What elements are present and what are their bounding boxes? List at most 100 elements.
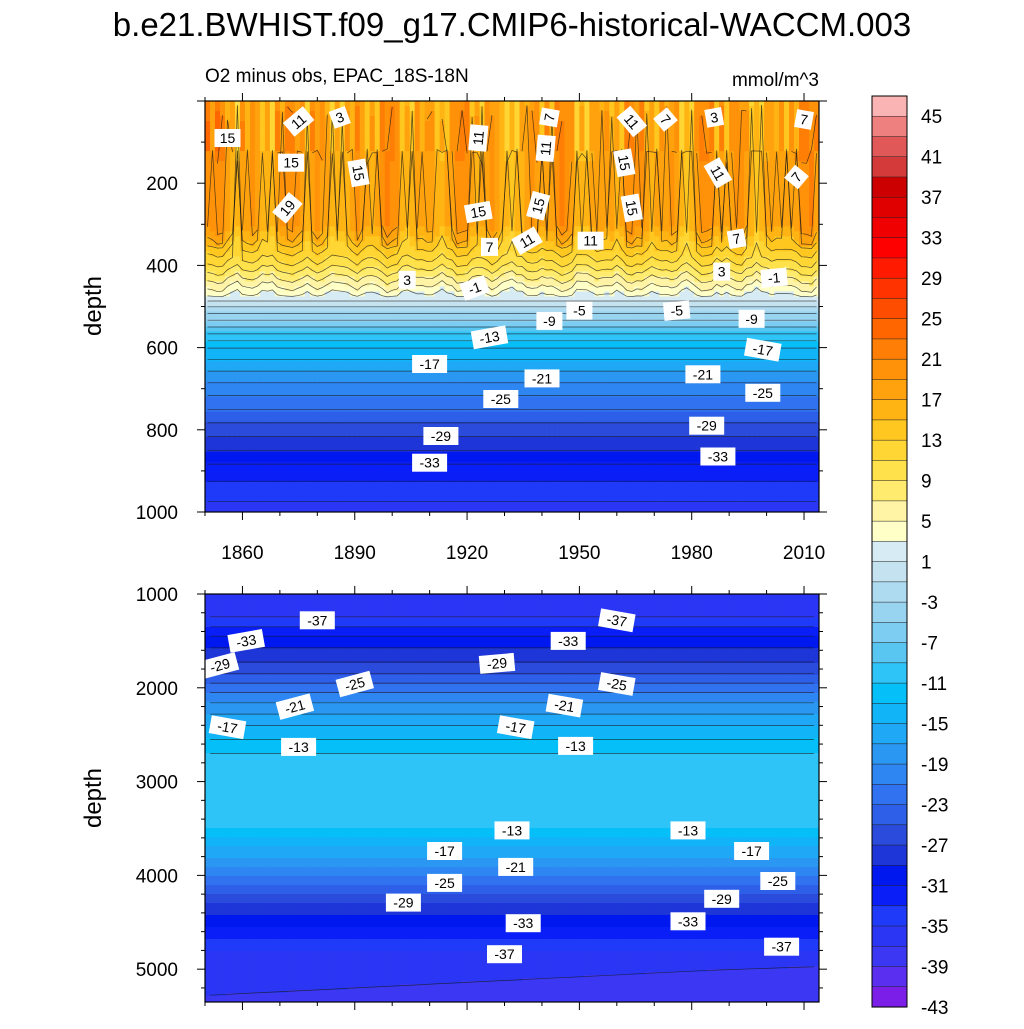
contour-cell: [669, 291, 675, 298]
contour-cell: [444, 226, 451, 232]
contour-cell: [574, 136, 580, 142]
contour-cell: [274, 146, 281, 152]
contour-cell: [209, 231, 216, 237]
contour-cell: [434, 206, 441, 212]
contour-cell: [524, 221, 531, 227]
contour-cell: [344, 131, 351, 137]
contour-cell: [464, 176, 471, 182]
contour-cell: [329, 146, 336, 152]
contour-cell: [729, 186, 735, 192]
contour-cell: [774, 196, 780, 202]
contour-cell: [674, 121, 680, 127]
contour-cell: [504, 166, 511, 172]
contour-cell: [384, 241, 391, 247]
contour-cell: [744, 191, 750, 197]
contour-cell: [489, 221, 496, 227]
contour-cell: [584, 131, 590, 137]
contour-cell: [674, 281, 680, 288]
contour-cell: [664, 266, 670, 273]
contour-cell: [479, 196, 486, 202]
contour-cell: [464, 251, 471, 257]
contour-cell: [574, 166, 580, 172]
contour-cell: [219, 176, 226, 182]
contour-cell: [809, 216, 815, 222]
contour-cell: [264, 166, 271, 172]
contour-cell: [569, 116, 575, 122]
contour-cell: [424, 271, 431, 278]
contour-cell: [389, 276, 396, 283]
contour-cell: [614, 116, 620, 122]
contour-cell: [504, 256, 511, 262]
contour-cell: [294, 211, 301, 217]
contour-cell: [369, 146, 376, 152]
contour-cell: [219, 146, 226, 152]
contour-cell: [319, 126, 326, 132]
contour-cell: [234, 206, 241, 212]
contour-cell: [579, 156, 585, 162]
contour-cell: [524, 201, 531, 207]
contour-cell: [489, 271, 496, 278]
contour-cell: [264, 261, 271, 267]
contour-cell: [339, 291, 346, 298]
contour-cell: [319, 266, 326, 273]
contour-cell: [574, 291, 580, 298]
contour-cell: [679, 181, 685, 187]
contour-cell: [439, 106, 446, 112]
contour-cell: [759, 101, 765, 107]
contour-cell: [339, 251, 346, 257]
contour-cell: [359, 131, 366, 137]
contour-cell: [714, 256, 720, 262]
contour-cell: [319, 251, 326, 257]
contour-cell: [644, 271, 650, 278]
contour-cell: [754, 121, 760, 127]
contour-cell: [444, 131, 451, 137]
contour-cell: [519, 186, 526, 192]
contour-cell: [634, 136, 640, 142]
contour-cell: [444, 106, 451, 112]
contour-cell: [739, 256, 745, 262]
contour-cell: [649, 261, 655, 267]
contour-cell: [719, 296, 725, 303]
contour-cell: [369, 176, 376, 182]
contour-cell: [534, 291, 541, 298]
contour-cell: [454, 191, 461, 197]
contour-cell: [514, 126, 521, 132]
contour-cell: [704, 171, 710, 177]
contour-cell: [499, 151, 506, 157]
contour-cell: [419, 116, 426, 122]
contour-cell: [689, 166, 695, 172]
contour-cell: [524, 266, 531, 273]
contour-cell: [704, 186, 710, 192]
contour-cell: [804, 276, 810, 283]
contour-cell: [644, 186, 650, 192]
contour-cell: [544, 276, 551, 283]
contour-cell: [354, 106, 361, 112]
contour-cell: [739, 271, 745, 278]
contour-cell: [449, 271, 456, 278]
contour-cell: [749, 126, 755, 132]
contour-cell: [599, 206, 605, 212]
contour-cell: [519, 121, 526, 127]
contour-cell: [514, 216, 521, 222]
contour-cell: [729, 101, 735, 107]
contour-cell: [459, 126, 466, 132]
contour-cell: [669, 191, 675, 197]
contour-cell: [514, 166, 521, 172]
contour-cell: [689, 161, 695, 167]
contour-cell: [319, 101, 326, 107]
contour-cell: [809, 171, 815, 177]
contour-cell: [219, 126, 226, 132]
contour-cell: [559, 151, 566, 157]
contour-cell: [649, 266, 655, 273]
contour-cell: [569, 121, 575, 127]
contour-cell: [689, 226, 695, 232]
contour-cell: [759, 251, 765, 257]
contour-cell: [294, 101, 301, 107]
contour-cell: [544, 246, 551, 252]
contour-cell: [364, 271, 371, 278]
contour-cell: [649, 286, 655, 293]
contour-cell: [449, 191, 456, 197]
contour-cell: [279, 236, 286, 242]
contour-cell: [684, 101, 690, 107]
contour-cell: [569, 186, 575, 192]
